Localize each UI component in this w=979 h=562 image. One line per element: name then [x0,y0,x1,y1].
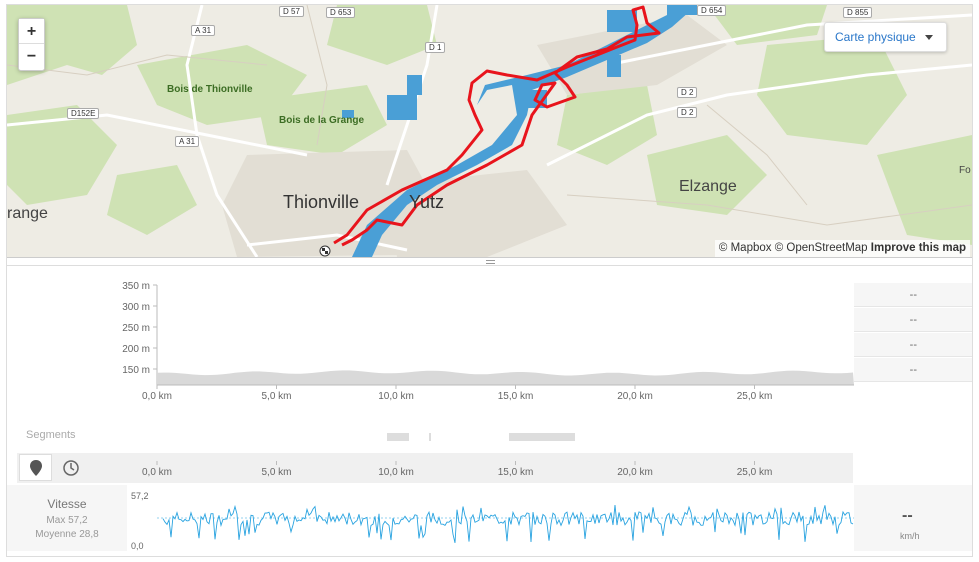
time-mode-button[interactable] [54,454,87,481]
road-label: D 1 [425,42,446,53]
x-tick-label: 10,0 km [378,467,414,478]
speed-profile [162,504,854,544]
wood-label: Bois de la Grange [279,115,365,126]
speed-unit: km/h [900,531,920,541]
city-label: Elzange [679,178,737,195]
x-tick-label: 5,0 km [261,391,291,402]
x-tick-label: 25,0 km [737,391,773,402]
elevation-y-tick-label: 250 m [122,323,150,334]
road-label: D 653 [326,7,356,18]
chart-toolbar [17,453,853,483]
x-tick-label: 10,0 km [378,391,414,402]
caret-down-icon [924,34,933,40]
city-label: Fo [959,165,971,176]
route-map[interactable]: D 57 D 653 D 654 D 855 A 31 D 1 D152E A … [7,5,972,257]
map-marker-icon [29,459,42,476]
road-label: A 31 [175,136,200,147]
chart-area: -- -- -- -- 350 m 300 m 250 m 200 m 150 m 0,… [7,267,972,556]
road-label: D 2 [677,87,698,98]
segment-bar[interactable] [429,433,431,441]
x-tick-label: 20,0 km [617,391,653,402]
speed-max: Max 57,2 [46,515,88,526]
city-label: Thionville [283,192,360,212]
speed-chart[interactable]: 57,2 0,0 [7,485,972,555]
distance-mode-button[interactable] [19,454,52,481]
x-tick-label: 0,0 km [142,467,172,478]
road-label: D 2 [677,107,698,118]
map-layer-dropdown[interactable]: Carte physique [824,22,947,52]
zoom-in-button[interactable]: + [19,19,44,44]
speed-current-value: -- [902,507,913,524]
road-label: D 654 [697,5,727,16]
zoom-control: + − [18,18,45,71]
city-label: range [7,205,48,222]
x-tick-label: 0,0 km [142,391,172,402]
segment-bar[interactable] [509,433,575,441]
map-resize-handle[interactable] [7,257,972,266]
speed-y-min: 0,0 [131,541,144,551]
elevation-stat-cell: -- [854,333,972,357]
speed-current: -- km/h [854,485,972,551]
segment-bar[interactable] [387,433,409,441]
osm-link[interactable]: © OpenStreetMap [774,242,868,254]
distance-axis: 0,0 km 5,0 km 10,0 km 15,0 km 20,0 km 25,0 km [142,461,773,478]
improve-map-link[interactable]: Improve this map [870,242,966,254]
elevation-chart[interactable]: 350 m 300 m 250 m 200 m 150 m 0,0 km 5,0 km 10… [7,267,972,427]
activity-analysis-panel: D 57 D 653 D 654 D 855 A 31 D 1 D152E A … [6,4,973,557]
clock-icon [62,459,79,476]
elevation-y-tick-label: 150 m [122,365,150,376]
x-tick-label: 15,0 km [498,467,534,478]
x-tick-label: 15,0 km [498,391,534,402]
map-layer-label: Carte physique [835,30,916,44]
mapbox-link[interactable]: © Mapbox [718,242,772,254]
elevation-profile [157,370,854,385]
wood-label: Bois de Thionville [167,84,253,95]
speed-average: Moyenne 28,8 [35,529,99,540]
x-tick-label: 5,0 km [261,467,291,478]
speed-y-max: 57,2 [131,491,149,501]
elevation-stat-cell: -- [854,308,972,332]
grip-icon [486,260,495,264]
speed-stats: Vitesse Max 57,2 Moyenne 28,8 [7,485,127,551]
x-tick-label: 20,0 km [617,467,653,478]
elevation-y-tick-label: 300 m [122,302,150,313]
elevation-y-tick-label: 200 m [122,344,150,355]
elevation-y-tick-label: 350 m [122,281,150,292]
map-base [7,5,972,257]
road-label: D 855 [843,7,873,18]
road-label: D 57 [279,6,304,17]
road-label: D152E [67,108,100,119]
map-attribution: © Mapbox © OpenStreetMap Improve this ma… [714,240,970,257]
x-tick-label: 25,0 km [737,467,773,478]
segments-label: Segments [26,429,76,441]
road-label: A 31 [191,25,216,36]
city-label: Yutz [409,192,445,212]
elevation-stat-cell: -- [854,283,972,307]
elevation-stat-cell: -- [854,358,972,382]
speed-title: Vitesse [47,497,87,511]
zoom-out-button[interactable]: − [19,44,44,69]
